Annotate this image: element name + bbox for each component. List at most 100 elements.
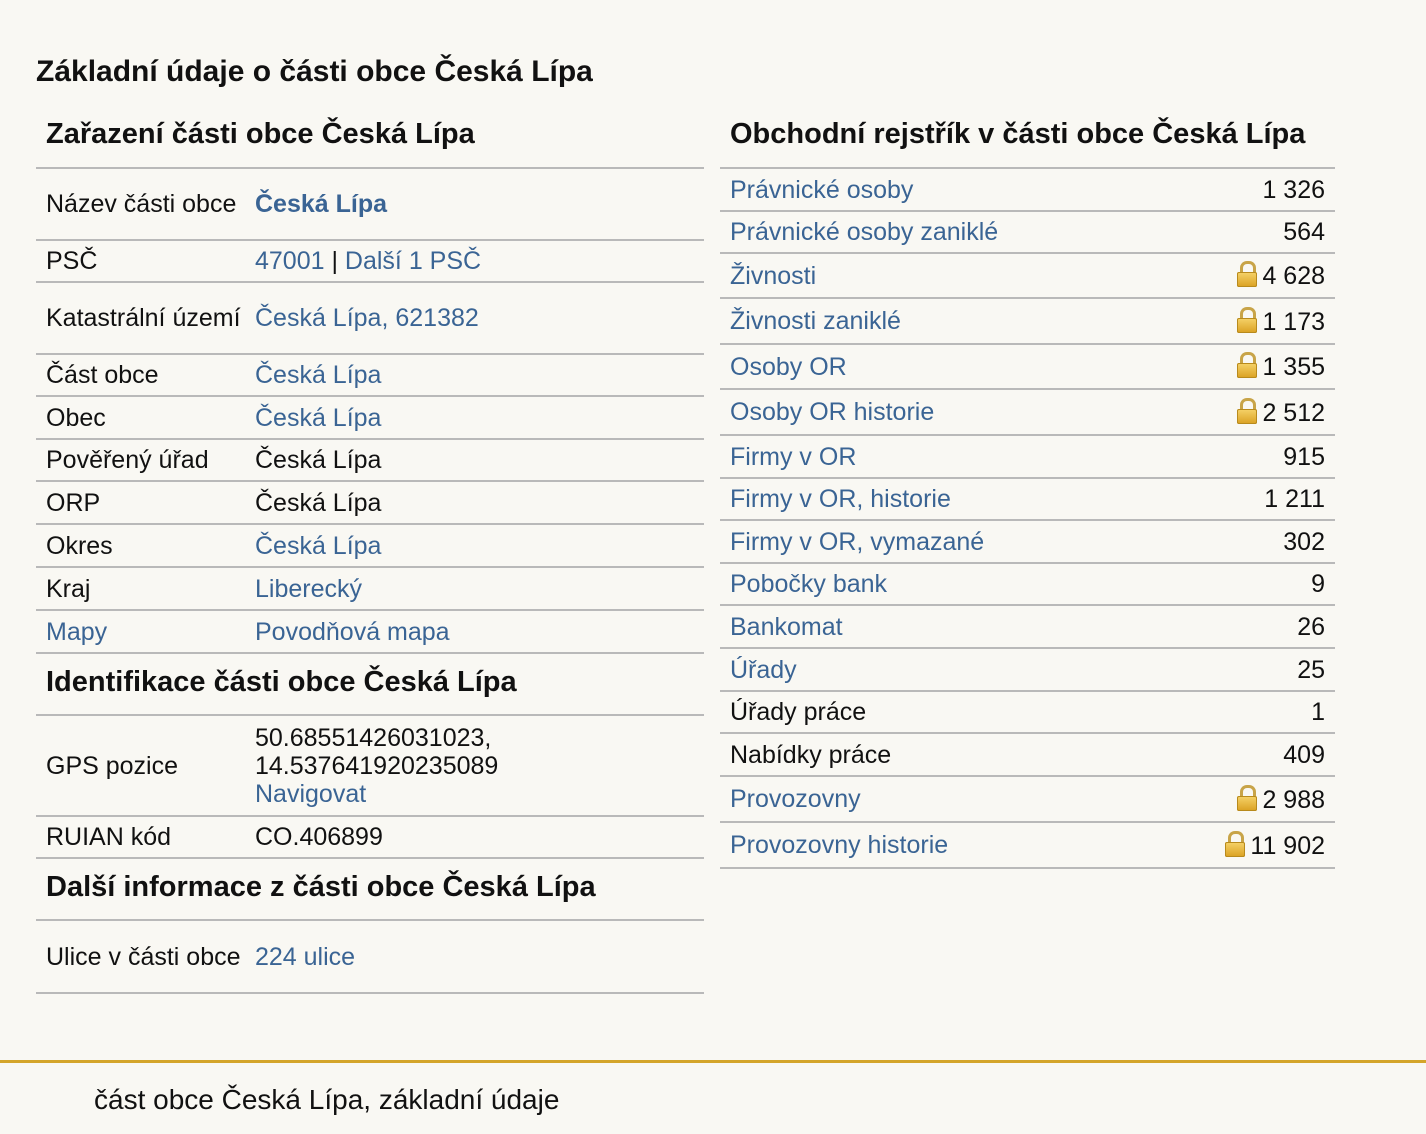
psc-separator: |: [324, 247, 345, 275]
row-label: Název části obce: [36, 169, 245, 241]
rejstrik-item-link[interactable]: Firmy v OR, vymazané: [730, 527, 985, 556]
row-label: Část obce: [36, 354, 245, 397]
rejstrik-item-count: 1 355: [1262, 353, 1325, 381]
table-row: Název části obce Česká Lípa: [36, 169, 704, 241]
padlock-icon: [1237, 261, 1258, 287]
okres-link[interactable]: Česká Lípa: [255, 531, 382, 560]
table-row: Právnické osoby zaniklé 564: [720, 211, 1335, 254]
table-row: Mapy Povodňová mapa: [36, 610, 704, 654]
row-label: Kraj: [36, 567, 245, 611]
orp-value: Česká Lípa: [245, 481, 704, 525]
footer-divider: [0, 1060, 1426, 1063]
povereny-urad-value: Česká Lípa: [245, 439, 704, 482]
table-row: Katastrální území Česká Lípa, 621382: [36, 282, 704, 355]
povodnova-mapa-link[interactable]: Povodňová mapa: [255, 617, 450, 646]
identifikace-title: Identifikace části obce Česká Lípa: [36, 654, 704, 716]
padlock-icon: [1237, 397, 1258, 424]
table-row: GPS pozice 50.68551426031023, 14.5376419…: [36, 716, 704, 817]
zarazeni-title: Zařazení části obce Česká Lípa: [36, 112, 704, 169]
table-row: Pověřený úřad Česká Lípa: [36, 439, 704, 482]
rejstrik-item-link[interactable]: Právnické osoby zaniklé: [730, 218, 999, 246]
rejstrik-item-label: Nabídky práce: [730, 740, 892, 769]
table-row: Firmy v OR 915: [720, 435, 1335, 479]
table-row: Nabídky práce 409: [720, 733, 1335, 777]
row-label: Ulice v části obce: [36, 921, 245, 994]
rejstrik-item-link[interactable]: Úřady: [730, 655, 797, 684]
rejstrik-item-count: 1 326: [1262, 175, 1325, 204]
gps-longitude: 14.537641920235089: [255, 751, 499, 780]
table-row: PSČ 47001 | Další 1 PSČ: [36, 240, 704, 283]
navigovat-link[interactable]: Navigovat: [255, 779, 367, 808]
rejstrik-item-count: 409: [1283, 740, 1325, 769]
table-row: ORP Česká Lípa: [36, 481, 704, 525]
rejstrik-item-count: 26: [1297, 612, 1325, 641]
table-row: Osoby OR historie 2 512: [720, 389, 1335, 436]
rejstrik-item-count: 915: [1283, 442, 1325, 471]
table-row: Živnosti 4 628: [720, 253, 1335, 299]
cast-obce-link[interactable]: Česká Lípa: [255, 361, 382, 389]
row-label: Obec: [36, 396, 245, 440]
identifikace-table: GPS pozice 50.68551426031023, 14.5376419…: [36, 716, 704, 859]
dalsi-psc-link[interactable]: Další 1 PSČ: [344, 247, 482, 275]
rejstrik-item-count: 1 211: [1264, 485, 1325, 513]
table-row: Obec Česká Lípa: [36, 396, 704, 440]
rejstrik-item-count: 11 902: [1250, 831, 1325, 860]
obec-link[interactable]: Česká Lípa: [255, 403, 382, 432]
rejstrik-item-link[interactable]: Bankomat: [730, 612, 843, 641]
table-row: Pobočky bank 9: [720, 563, 1335, 606]
table-row: Okres Česká Lípa: [36, 524, 704, 568]
padlock-icon: [1237, 784, 1258, 811]
rejstrik-item-count: 564: [1283, 218, 1325, 246]
rejstrik-item-count: 2 988: [1262, 785, 1325, 814]
rejstrik-item-link[interactable]: Provozovny historie: [730, 831, 949, 859]
table-row: Živnosti zaniklé 1 173: [720, 298, 1335, 345]
table-row: Provozovny historie 11 902: [720, 822, 1335, 869]
left-column: Zařazení části obce Česká Lípa Název čás…: [36, 112, 704, 994]
rejstrik-item-count: 2 512: [1262, 398, 1325, 427]
table-row: Ulice v části obce 224 ulice: [36, 921, 704, 994]
rejstrik-item-link[interactable]: Provozovny: [730, 785, 861, 813]
table-row: Úřady práce 1: [720, 691, 1335, 734]
padlock-icon: [1237, 306, 1258, 333]
table-row: Firmy v OR, vymazané 302: [720, 520, 1335, 564]
table-row: Kraj Liberecký: [36, 567, 704, 611]
zarazeni-table: Název části obce Česká Lípa PSČ 47001 | …: [36, 169, 704, 654]
row-label: PSČ: [36, 240, 245, 283]
rejstrik-item-count: 302: [1283, 527, 1325, 556]
rejstrik-item-label: Úřady práce: [730, 698, 867, 726]
rejstrik-item-count: 1: [1311, 698, 1325, 726]
rejstrik-item-link[interactable]: Firmy v OR, historie: [730, 485, 951, 513]
rejstrik-item-link[interactable]: Pobočky bank: [730, 570, 888, 598]
row-label: ORP: [36, 481, 245, 525]
kraj-link[interactable]: Liberecký: [255, 574, 362, 603]
mapy-link[interactable]: Mapy: [46, 617, 108, 646]
table-row: Právnické osoby 1 326: [720, 169, 1335, 212]
rejstrik-item-count: 9: [1311, 570, 1325, 598]
table-row: RUIAN kód CO.406899: [36, 816, 704, 859]
rejstrik-item-link[interactable]: Živnosti zaniklé: [730, 307, 901, 335]
ruian-value: CO.406899: [245, 816, 704, 859]
page-title: Základní údaje o části obce Česká Lípa: [36, 55, 593, 88]
rejstrik-item-count: 4 628: [1262, 262, 1325, 290]
padlock-icon: [1225, 830, 1246, 857]
katastralni-uzemi-link[interactable]: Česká Lípa, 621382: [255, 304, 479, 332]
row-label: RUIAN kód: [36, 816, 245, 859]
nazev-casti-obce-link[interactable]: Česká Lípa: [255, 190, 388, 218]
rejstrik-item-link[interactable]: Právnické osoby: [730, 175, 914, 204]
row-label: Okres: [36, 524, 245, 568]
rejstrik-item-link[interactable]: Firmy v OR: [730, 442, 857, 471]
rejstrik-item-link[interactable]: Živnosti: [730, 261, 817, 290]
rejstrik-item-link[interactable]: Osoby OR historie: [730, 398, 935, 426]
row-label: Pověřený úřad: [36, 439, 245, 482]
table-row: Úřady 25: [720, 648, 1335, 692]
ulice-link[interactable]: 224 ulice: [255, 942, 356, 971]
row-label: Katastrální území: [36, 282, 245, 355]
dalsi-informace-title: Další informace z části obce Česká Lípa: [36, 859, 704, 921]
psc-link[interactable]: 47001: [255, 247, 325, 275]
table-row: Osoby OR 1 355: [720, 344, 1335, 390]
row-label: GPS pozice: [36, 716, 245, 817]
footer-text: část obce Česká Lípa, základní údaje: [94, 1084, 560, 1115]
gps-latitude: 50.68551426031023,: [255, 723, 492, 752]
rejstrik-item-link[interactable]: Osoby OR: [730, 352, 847, 381]
table-row: Provozovny 2 988: [720, 776, 1335, 823]
